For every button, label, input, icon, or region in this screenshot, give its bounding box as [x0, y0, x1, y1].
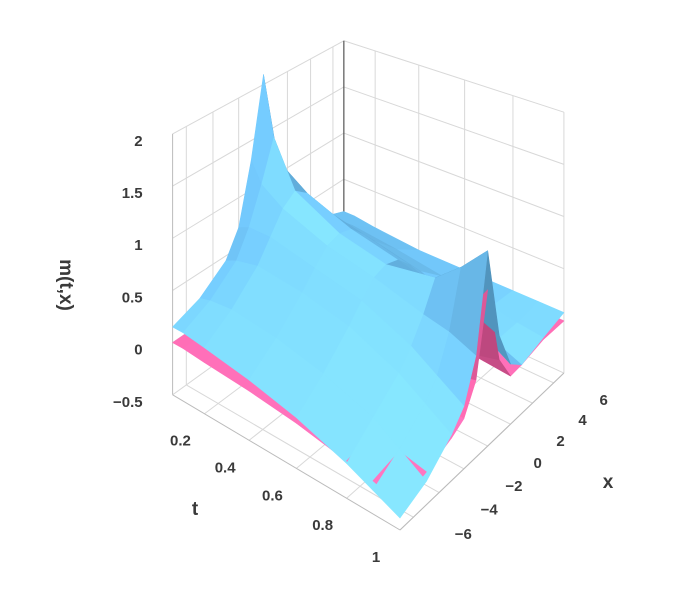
surfaces	[172, 74, 565, 519]
z-tick-label: 1	[134, 237, 142, 254]
t-tick-label: 0.4	[215, 459, 237, 476]
t-tick-label: 0.8	[312, 517, 333, 534]
axis-line	[172, 394, 401, 531]
grid-line	[343, 178, 565, 270]
x-tick-label: −4	[481, 501, 499, 518]
x-tick-label: 4	[578, 412, 587, 429]
axis-title: m(t,x)	[55, 259, 76, 311]
t-tick-label: 0.6	[262, 487, 283, 504]
axis-line	[399, 372, 565, 531]
z-tick-label: −0.5	[113, 394, 143, 411]
z-tick-label: 0	[134, 342, 142, 359]
x-tick-label: 2	[556, 433, 564, 450]
z-tick-label: 2	[134, 133, 142, 150]
grid-line	[343, 86, 565, 165]
x-tick-label: −2	[505, 478, 522, 495]
grid-line	[343, 132, 565, 217]
z-tick-label: 0.5	[122, 289, 143, 306]
grid-line	[343, 40, 565, 113]
t-tick-label: 1	[372, 549, 380, 566]
x-tick-label: 6	[599, 392, 607, 409]
z-tick-label: 1.5	[122, 185, 143, 202]
grid-line	[172, 40, 345, 135]
t-tick-label: 0.2	[170, 433, 191, 450]
grid-line	[186, 384, 414, 518]
x-tick-label: −6	[455, 526, 472, 543]
x-tick-label: 0	[534, 455, 542, 472]
surface-patch	[372, 448, 427, 519]
axis-title: t	[192, 499, 199, 520]
labels: −0.500.511.520.20.40.60.81−6−4−20246txm(…	[55, 133, 614, 566]
axis-title: x	[603, 472, 614, 493]
